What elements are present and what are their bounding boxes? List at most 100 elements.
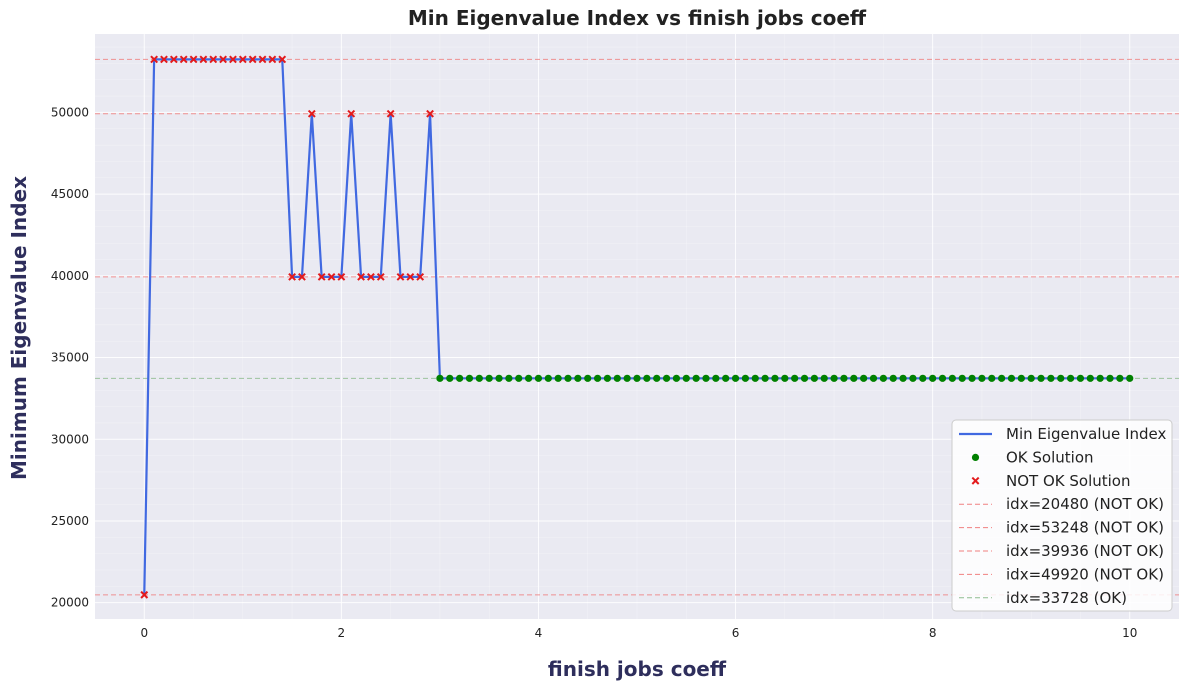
marker-layer xyxy=(140,55,1134,599)
legend-not-ok-handle xyxy=(971,476,980,485)
ok-point xyxy=(475,374,483,382)
ok-point xyxy=(525,374,533,382)
not-ok-point xyxy=(209,55,218,64)
not-ok-point xyxy=(199,55,208,64)
ok-point xyxy=(495,374,503,382)
ok-point xyxy=(820,374,828,382)
ok-point xyxy=(968,374,976,382)
ok-point xyxy=(613,374,621,382)
legend-label: OK Solution xyxy=(1006,448,1094,466)
not-ok-point xyxy=(278,55,287,64)
ok-point xyxy=(800,374,809,382)
ok-point xyxy=(958,374,966,382)
not-ok-cross-stroke xyxy=(327,272,336,281)
ok-point xyxy=(603,374,612,382)
ok-point xyxy=(574,374,582,382)
not-ok-cross-stroke xyxy=(376,272,385,281)
ok-point xyxy=(1116,374,1124,382)
not-ok-point xyxy=(317,272,326,281)
ok-point xyxy=(1047,374,1055,382)
x-tick-label: 2 xyxy=(338,626,346,640)
not-ok-point xyxy=(337,272,346,281)
not-ok-cross-stroke xyxy=(278,55,287,64)
ok-point xyxy=(948,374,956,382)
ok-point xyxy=(1126,374,1134,382)
not-ok-cross-stroke xyxy=(179,55,188,64)
not-ok-cross-stroke xyxy=(258,55,267,64)
not-ok-cross-stroke xyxy=(238,55,247,64)
not-ok-cross-stroke xyxy=(209,55,218,64)
legend-ok-handle xyxy=(971,453,980,461)
not-ok-point xyxy=(406,272,415,281)
ok-point xyxy=(554,374,562,382)
ok-point xyxy=(791,374,799,382)
not-ok-point xyxy=(150,55,159,64)
ok-point xyxy=(919,374,927,382)
ok-point xyxy=(692,374,700,382)
not-ok-cross-stroke xyxy=(396,272,405,281)
ok-point xyxy=(623,374,631,382)
ok-point xyxy=(1067,374,1075,382)
chart-title: Min Eigenvalue Index vs finish jobs coef… xyxy=(408,6,867,30)
not-ok-cross-stroke xyxy=(199,55,208,64)
ok-point xyxy=(643,374,651,382)
ok-point xyxy=(662,374,671,382)
ok-point xyxy=(653,374,661,382)
ok-point xyxy=(909,374,917,382)
ok-point xyxy=(978,374,986,382)
not-ok-cross-stroke xyxy=(219,55,228,64)
y-tick-label: 45000 xyxy=(51,187,89,201)
y-axis-label: Minimum Eigenvalue Index xyxy=(7,176,31,480)
not-ok-cross-stroke xyxy=(337,272,346,281)
ok-point xyxy=(1017,374,1025,382)
not-ok-point xyxy=(357,272,365,281)
ok-point xyxy=(456,374,464,382)
not-ok-cross-stroke xyxy=(248,55,257,64)
not-ok-point xyxy=(140,590,149,599)
not-ok-point xyxy=(238,55,247,64)
ok-point xyxy=(879,374,887,382)
not-ok-cross-stroke xyxy=(386,109,395,118)
ok-point xyxy=(633,374,641,382)
y-tick-label: 35000 xyxy=(51,351,89,365)
not-ok-cross-stroke xyxy=(288,272,296,281)
not-ok-point xyxy=(376,272,385,281)
not-ok-cross-stroke xyxy=(416,272,425,281)
ok-point xyxy=(938,374,947,382)
y-tick-label: 30000 xyxy=(51,432,89,446)
legend-label: idx=39936 (NOT OK) xyxy=(1006,542,1164,560)
ok-point xyxy=(485,374,493,382)
x-tick-label: 0 xyxy=(140,626,148,640)
y-tick-label: 50000 xyxy=(51,105,89,119)
not-ok-point xyxy=(189,55,198,64)
not-ok-cross-stroke xyxy=(169,55,178,64)
not-ok-point xyxy=(179,55,188,64)
ok-point xyxy=(722,374,730,382)
ok-point xyxy=(1007,374,1016,382)
ok-point xyxy=(515,374,523,382)
not-ok-point xyxy=(268,55,277,64)
ok-point xyxy=(1086,374,1094,382)
x-axis-label: finish jobs coeff xyxy=(548,657,727,681)
ok-point xyxy=(436,374,444,382)
ok-point xyxy=(998,374,1006,382)
not-ok-cross-stroke xyxy=(298,272,306,281)
not-ok-cross-stroke xyxy=(357,272,365,281)
x-tick-label: 4 xyxy=(535,626,543,640)
ok-point xyxy=(840,374,848,382)
not-ok-point xyxy=(160,55,168,64)
ok-point xyxy=(869,374,878,382)
legend: Min Eigenvalue Index OK Solution NOT OK So… xyxy=(951,419,1173,612)
x-tick-label: 8 xyxy=(929,626,937,640)
not-ok-point xyxy=(327,272,336,281)
ok-point xyxy=(781,374,789,382)
ok-point xyxy=(850,374,858,382)
ok-point xyxy=(712,374,720,382)
legend-label: Min Eigenvalue Index xyxy=(1006,425,1166,443)
ok-point xyxy=(446,374,454,382)
not-ok-point xyxy=(219,55,228,64)
ok-point xyxy=(672,374,681,382)
not-ok-cross-stroke xyxy=(160,55,168,64)
not-ok-cross-stroke xyxy=(347,109,356,118)
